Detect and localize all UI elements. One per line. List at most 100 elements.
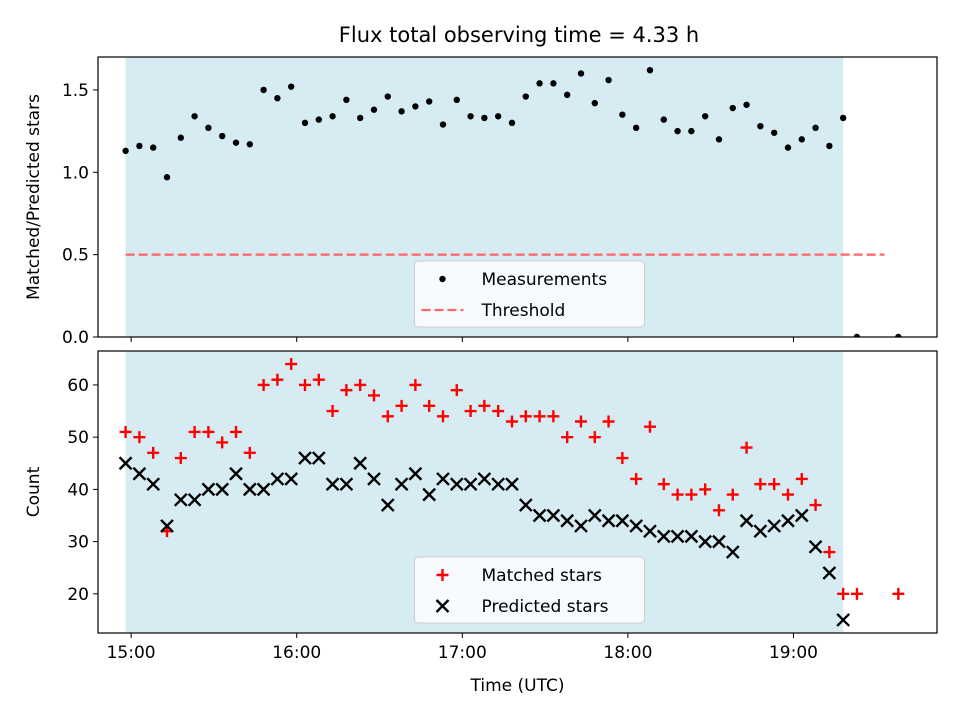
predicted-stars-point: [656, 529, 671, 544]
matched-stars-point: [823, 546, 836, 559]
predicted-stars-point: [256, 482, 271, 497]
measurement-point: [315, 116, 322, 123]
predicted-stars-point: [353, 456, 368, 471]
predicted-stars-point: [808, 539, 823, 554]
predicted-stars-point: [242, 482, 257, 497]
series-measurements: [122, 66, 902, 337]
matched-stars-point: [395, 399, 408, 412]
predicted-stars-point: [436, 472, 450, 486]
legend-label: Matched stars: [482, 566, 602, 586]
measurement-point: [853, 333, 861, 337]
measurement-point: [895, 333, 902, 337]
predicted-stars-point: [698, 534, 713, 549]
measurement-point: [149, 144, 157, 151]
predicted-stars-point: [118, 456, 133, 471]
predicted-stars-point: [367, 472, 381, 486]
matched-stars-point: [354, 378, 367, 391]
measurement-point: [757, 122, 764, 130]
bottom-panel: 15:00 16:00 17:00 18:00 19:00 20 30 40 50 60 Count…: [24, 350, 938, 696]
predicted-stars-point: [546, 508, 561, 523]
matched-stars-point: [133, 431, 146, 444]
matched-stars-point: [616, 452, 629, 465]
measurement-point: [536, 80, 543, 87]
matched-stars-point: [850, 587, 863, 600]
measurement-point: [812, 124, 819, 132]
y-axis-label: Count: [24, 466, 44, 517]
y-tick-label: 60: [67, 376, 89, 396]
legend-marker-predicted: [435, 599, 450, 613]
measurement-point: [370, 106, 378, 113]
predicted-stars-point: [684, 529, 699, 544]
measurement-point: [467, 113, 474, 120]
matched-stars-point: [216, 436, 229, 449]
y-tick-label: 40: [67, 480, 89, 500]
matched-stars-point: [271, 373, 284, 386]
matched-stars-point: [602, 415, 615, 428]
predicted-stars-point: [187, 492, 202, 507]
predicted-stars-point: [574, 519, 588, 533]
measurement-point: [770, 129, 778, 136]
x-tick-label: 17:00: [438, 643, 487, 663]
legend: Measurements Threshold: [414, 260, 645, 328]
measurement-point: [191, 113, 198, 120]
predicted-stars-point: [380, 498, 395, 512]
measurement-point: [494, 113, 502, 120]
matched-stars-point: [147, 446, 160, 459]
predicted-stars-point: [836, 613, 851, 627]
measurement-point: [839, 114, 847, 122]
series-matched-stars: [119, 358, 905, 600]
matched-stars-point: [409, 378, 422, 391]
predicted-stars-point: [215, 482, 230, 497]
measurement-point: [439, 121, 447, 128]
predicted-stars-point: [311, 451, 326, 465]
measurement-point: [260, 86, 267, 94]
measurement-point: [232, 139, 240, 146]
predicted-stars-point: [505, 477, 519, 492]
predicted-stars-point: [132, 466, 147, 481]
measurement-point: [674, 127, 681, 135]
plot-frame: [97, 56, 938, 338]
matched-stars-point: [726, 488, 739, 501]
matched-stars-point: [229, 425, 242, 438]
y-axis-label: Matched/Predicted stars: [24, 94, 44, 300]
matched-stars-point: [685, 488, 698, 501]
predicted-stars-point: [339, 477, 354, 492]
matched-stars-point: [174, 452, 187, 465]
matched-stars-point: [326, 405, 339, 418]
predicted-stars-point: [201, 482, 216, 497]
y-tick-label: 30: [67, 533, 89, 553]
predicted-stars-point: [477, 472, 492, 486]
measurement-point: [343, 96, 350, 104]
matched-stars-point: [340, 384, 353, 397]
predicted-stars-point: [725, 545, 740, 559]
measurement-point: [550, 80, 557, 87]
measurement-point: [425, 98, 433, 105]
matched-stars-point: [712, 504, 725, 517]
predicted-stars-point: [739, 513, 754, 528]
matched-stars-point: [367, 389, 380, 402]
x-axis-label: Time (UTC): [470, 676, 565, 696]
matched-stars-point: [188, 425, 201, 438]
predicted-stars-point: [146, 477, 161, 492]
x-tick-label: 15:00: [107, 643, 156, 663]
measurement-point: [287, 83, 295, 90]
measurement-point: [246, 141, 253, 148]
measurement-point: [826, 142, 833, 150]
legend-box: [414, 556, 645, 624]
matched-stars-point: [699, 483, 712, 496]
legend: Matched stars Predicted stars: [414, 556, 645, 624]
measurement-point: [646, 66, 654, 74]
matched-stars-point: [478, 399, 491, 412]
predicted-stars-point: [518, 498, 533, 512]
matched-stars-point: [464, 405, 477, 418]
matched-stars-point: [671, 488, 684, 501]
predicted-stars-point: [615, 513, 630, 528]
y-tick-label: 1.0: [62, 163, 89, 183]
measurement-point: [715, 136, 723, 143]
matched-stars-point: [561, 431, 574, 444]
measurement-point: [274, 94, 281, 102]
measurement-point: [329, 113, 336, 120]
matched-stars-point: [781, 488, 794, 501]
predicted-stars-point: [532, 508, 547, 523]
predicted-stars-point: [587, 508, 602, 523]
